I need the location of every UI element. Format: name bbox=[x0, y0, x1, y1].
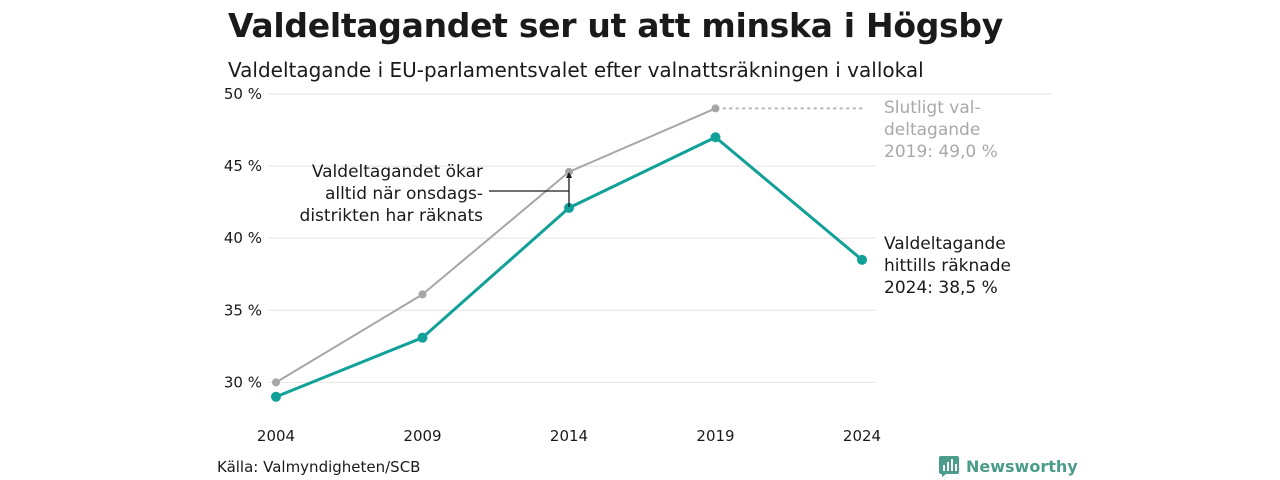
y-tick-label: 50 % bbox=[224, 85, 262, 103]
newsworthy-icon bbox=[939, 456, 959, 477]
data-point-final bbox=[418, 290, 427, 299]
x-tick-label: 2009 bbox=[403, 427, 441, 445]
x-tick-label: 2019 bbox=[696, 427, 734, 445]
source-note: Källa: Valmyndigheten/SCB bbox=[217, 458, 421, 476]
x-tick-label: 2004 bbox=[257, 427, 295, 445]
x-tick-label: 2024 bbox=[843, 427, 881, 445]
data-point-counted bbox=[710, 132, 721, 143]
annotation-note-2014: alltid när onsdags- bbox=[325, 184, 483, 204]
annotation-counted-2024: 2024: 38,5 % bbox=[884, 278, 998, 298]
series-line-final bbox=[275, 107, 716, 384]
brand-logo: Newsworthy bbox=[938, 455, 1078, 477]
data-point-counted bbox=[564, 202, 574, 213]
annotation-arrowhead bbox=[566, 172, 572, 178]
annotation-final-2019: Slutligt val- bbox=[884, 98, 981, 118]
data-point-counted bbox=[417, 332, 428, 343]
data-point-counted bbox=[271, 391, 281, 402]
y-tick-label: 35 % bbox=[224, 301, 262, 319]
x-tick-label: 2014 bbox=[550, 427, 588, 445]
data-point-counted bbox=[857, 254, 867, 265]
grid-lines bbox=[268, 93, 1052, 383]
y-axis-ticks: 30 % 35 % 40 % 45 % 50 % bbox=[224, 85, 262, 391]
chart-subtitle: Valdeltagande i EU-parlamentsvalet efter… bbox=[228, 58, 924, 82]
annotation-connector bbox=[489, 174, 570, 207]
y-tick-label: 45 % bbox=[224, 157, 262, 175]
data-point-final bbox=[272, 378, 280, 387]
data-point-final bbox=[711, 104, 720, 113]
annotation-note-2014: Valdeltagandet ökar bbox=[312, 162, 483, 182]
annotation-note-2014: distrikten har räknats bbox=[300, 206, 484, 226]
annotation-counted-2024: Valdeltagande bbox=[884, 234, 1006, 254]
y-tick-label: 30 % bbox=[224, 373, 262, 391]
data-point-final bbox=[565, 167, 573, 176]
chart-title: Valdeltagandet ser ut att minska i Högsb… bbox=[228, 6, 1003, 45]
y-tick-label: 40 % bbox=[224, 229, 262, 247]
x-axis-ticks: 2004 2009 2014 2019 2024 bbox=[257, 427, 881, 445]
series-lines bbox=[271, 104, 867, 402]
annotation-final-2019: deltagande bbox=[884, 120, 980, 140]
annotation-final-2019: 2019: 49,0 % bbox=[884, 142, 998, 162]
brand-name: Newsworthy bbox=[966, 456, 1078, 476]
annotation-counted-2024: hittills räknade bbox=[884, 256, 1011, 276]
